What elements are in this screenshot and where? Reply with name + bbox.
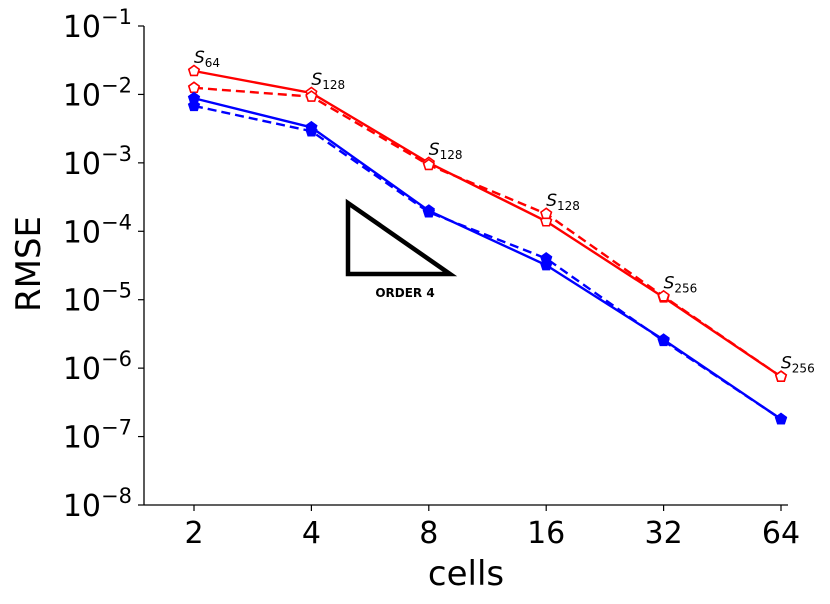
- y-tick-label: 10−8: [63, 484, 132, 524]
- series-line: [193, 104, 782, 421]
- series-line: [193, 86, 782, 378]
- y-tick-label: 10−1: [63, 5, 132, 45]
- annotation-layer: S64 S128 S128 S128 S256 S256: [194, 48, 815, 376]
- data-point: [774, 412, 788, 425]
- point-annotation: S256: [781, 354, 815, 376]
- x-tick-label: 32: [645, 516, 683, 551]
- y-tick-label: 10−3: [63, 142, 132, 182]
- x-tick-label: 4: [302, 516, 321, 551]
- order-triangle-group: ORDER 4: [345, 198, 458, 300]
- y-tick-label: 10−6: [63, 347, 132, 387]
- data-point: [657, 334, 670, 347]
- series-red-dashed: [187, 81, 788, 382]
- order-triangle: [345, 198, 458, 277]
- y-tick-label: 10−4: [63, 210, 132, 250]
- x-axis-title: cells: [428, 554, 504, 594]
- series-line: [193, 69, 782, 378]
- data-point: [187, 99, 201, 112]
- data-point: [657, 289, 670, 302]
- x-tick-label: 2: [184, 516, 203, 551]
- point-annotation: S128: [546, 191, 580, 213]
- y-tick-label: 10−7: [63, 416, 132, 456]
- y-tick-label: 10−2: [63, 73, 132, 113]
- x-tick-label: 8: [419, 516, 438, 551]
- point-annotation: S64: [194, 48, 220, 70]
- data-point: [187, 64, 201, 77]
- series-blue-dashed: [187, 99, 788, 425]
- data-point: [305, 90, 318, 102]
- data-point: [540, 207, 553, 220]
- data-point: [422, 205, 435, 218]
- data-point: [540, 252, 553, 264]
- y-tick-label: 10−5: [63, 279, 132, 319]
- series-line: [193, 97, 782, 421]
- order-label: ORDER 4: [375, 286, 434, 300]
- y-axis-title: RMSE: [9, 216, 49, 312]
- point-annotation: S256: [664, 273, 698, 295]
- data-point: [187, 81, 201, 94]
- axes: 10−1 10−2 10−3 10−4 10−5 10−6 10−7 10−8 2 4 8 16 32 6…: [63, 5, 800, 551]
- series-layer: [187, 64, 788, 425]
- data-point: [305, 124, 318, 137]
- point-annotation: S128: [429, 140, 463, 162]
- data-point: [774, 370, 788, 382]
- x-tick-label: 16: [527, 516, 565, 551]
- x-tick-label: 64: [762, 516, 800, 551]
- series-blue-solid: [187, 91, 788, 425]
- series-red-solid: [187, 64, 788, 382]
- point-annotation: S128: [311, 70, 345, 92]
- data-point: [422, 158, 435, 171]
